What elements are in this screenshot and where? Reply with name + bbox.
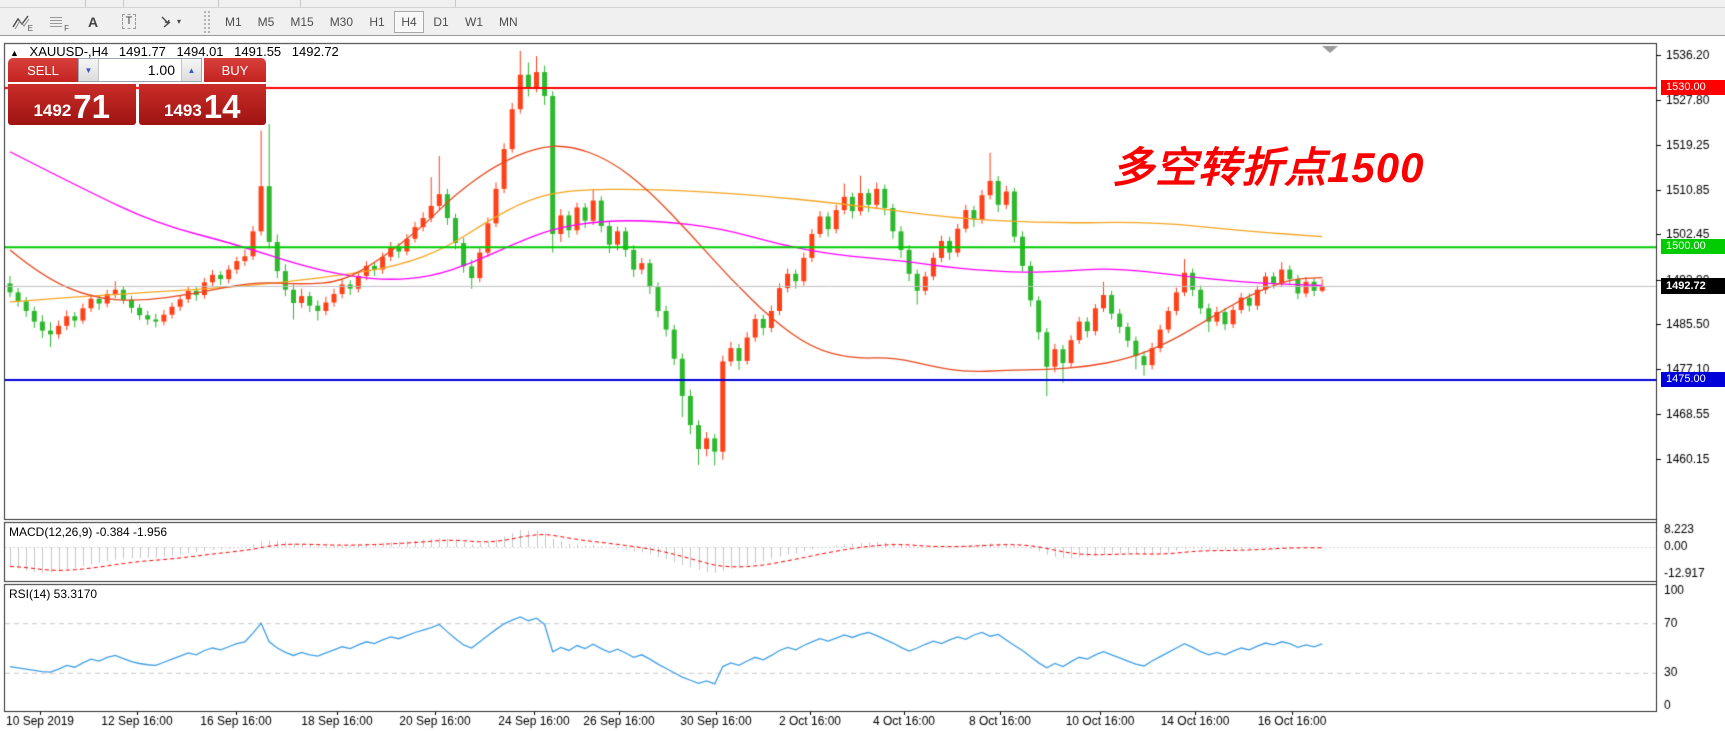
macd-indicator-label: MACD(12,26,9) -0.384 -1.956	[9, 525, 168, 539]
tf-button-H1[interactable]: H1	[362, 11, 392, 33]
tf-button-M30[interactable]: M30	[323, 11, 360, 33]
ohlc-close: 1492.72	[291, 44, 339, 59]
volume-spinner: ▼ ▲	[78, 58, 202, 82]
dot-grid-icon	[50, 16, 62, 27]
buy-button[interactable]: BUY	[204, 58, 266, 82]
buy-price-button[interactable]: 1493 14	[138, 84, 266, 125]
letter-t-boxed-icon: T	[121, 14, 137, 29]
collapse-arrow-icon[interactable]: ▲	[10, 48, 19, 58]
tf-button-MN[interactable]: MN	[492, 11, 525, 33]
tool-e-sub: E	[27, 23, 33, 33]
text-label-tool-button[interactable]: A	[78, 10, 108, 34]
cursor-mode-tool-button[interactable]: ▾	[150, 10, 190, 34]
tf-button-W1[interactable]: W1	[458, 11, 490, 33]
sell-price-button[interactable]: 1492 71	[8, 84, 136, 125]
volume-decrease-button[interactable]: ▼	[79, 59, 99, 81]
chart-window: ▲ XAUUSD-,H4 1491.77 1494.01 1491.55 149…	[0, 36, 1725, 731]
sell-button[interactable]: SELL	[8, 58, 78, 82]
rsi-indicator-label: RSI(14) 53.3170	[9, 587, 98, 601]
dual-arrows-icon	[161, 16, 171, 28]
sell-price-pips: 71	[73, 87, 111, 125]
price-tag-1492.72: 1492.72	[1661, 277, 1725, 294]
price-tag-1500.00: 1500.00	[1661, 239, 1725, 255]
letter-a-icon: A	[87, 13, 99, 30]
text-box-tool-button[interactable]: T	[114, 10, 144, 34]
tf-button-D1[interactable]: D1	[426, 11, 456, 33]
zigzag-lines-icon	[12, 15, 30, 29]
price-tag-1475.00: 1475.00	[1661, 371, 1725, 387]
tf-button-M1[interactable]: M1	[218, 11, 249, 33]
ohlc-low: 1491.55	[234, 44, 282, 59]
buy-price-big-figure: 1493	[163, 101, 202, 121]
buy-price-pips: 14	[203, 87, 241, 125]
timeframe-button-group: M1 M5 M15 M30 H1 H4 D1 W1 MN	[218, 10, 527, 33]
volume-increase-button[interactable]: ▲	[181, 59, 201, 81]
volume-input[interactable]	[99, 59, 181, 81]
tf-button-M5[interactable]: M5	[251, 11, 282, 33]
chart-annotation-text: 多空转折点1500	[1112, 144, 1425, 191]
ohlc-open: 1491.77	[118, 44, 166, 59]
price-tag-1530.00: 1530.00	[1661, 80, 1725, 95]
ohlc-high: 1494.01	[176, 44, 224, 59]
dropdown-caret-icon: ▾	[176, 17, 181, 26]
price-chart-canvas[interactable]	[0, 36, 1725, 731]
sell-price-big-figure: 1492	[33, 101, 72, 121]
tf-button-M15[interactable]: M15	[283, 11, 320, 33]
window-top-strip	[0, 0, 1725, 8]
indicator-tool-button[interactable]: E	[6, 10, 36, 34]
tool-f-sub: F	[64, 23, 69, 33]
tf-button-H4[interactable]: H4	[394, 10, 425, 33]
toolbar-drag-handle[interactable]	[204, 10, 210, 33]
symbol-header: ▲ XAUUSD-,H4 1491.77 1494.01 1491.55 149…	[10, 44, 346, 59]
grid-tool-button[interactable]: F	[42, 10, 72, 34]
one-click-trade-panel: SELL ▼ ▲ BUY 1492 71 1493 14	[8, 58, 266, 125]
symbol-title: XAUUSD-,H4	[29, 44, 109, 59]
toolbar: E F A T ▾ M1 M5 M15 M30 H1 H4 D1 W1 MN	[0, 8, 1725, 36]
